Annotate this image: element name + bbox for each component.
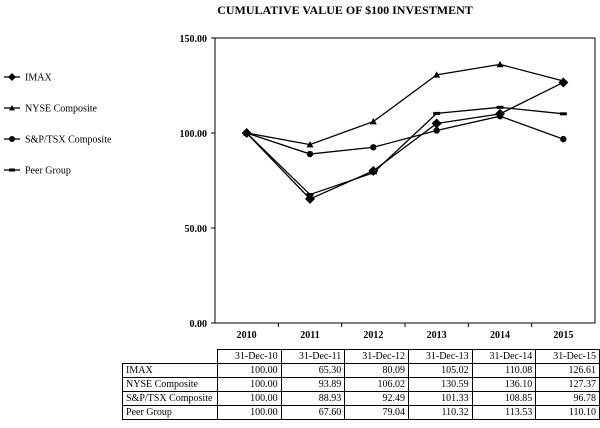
- data-table: 31-Dec-10 31-Dec-11 31-Dec-12 31-Dec-13 31-D…: [122, 349, 600, 420]
- table-row-label: IMAX: [122, 363, 218, 378]
- chart-title: CUMULATIVE VALUE OF $100 INVESTMENT: [217, 3, 473, 17]
- plot-area: [214, 37, 596, 324]
- table-row: S&P/TSX Composite 100.00 88.93 92.49 101.33 1…: [122, 391, 600, 406]
- table-cell: 100.00: [216, 391, 282, 406]
- x-tick-label: 2014: [490, 330, 510, 341]
- table-corner-cell: [122, 349, 218, 364]
- table-cell: 127.37: [535, 377, 600, 392]
- x-tick-label: 2012: [363, 330, 383, 341]
- y-axis: 0.00 50.00 100.00 150.00: [180, 34, 215, 330]
- table-row: Peer Group 100.00 67.60 79.04 110.32 113.53 11…: [122, 405, 600, 420]
- data-point-s-p-tsx-composite: [370, 144, 377, 151]
- table-cell: 136.10: [471, 377, 537, 392]
- data-point-imax: [431, 118, 442, 129]
- table-cell: 110.32: [407, 405, 473, 420]
- x-tick-label: 2010: [237, 330, 257, 341]
- table-cell: 105.02: [407, 363, 473, 378]
- table-column-header: 31-Dec-14: [471, 349, 537, 364]
- data-point-s-p-tsx-composite: [306, 150, 314, 158]
- line-chart: CUMULATIVE VALUE OF $100 INVESTMENT 0.00…: [4, 3, 596, 341]
- y-tick-label: 0.00: [190, 319, 208, 330]
- data-point-peer-group: [433, 111, 441, 115]
- series-line-imax: [246, 81, 564, 200]
- legend-marker: [9, 136, 15, 142]
- table-cell: 79.04: [344, 405, 409, 420]
- y-tick-label: 100.00: [180, 129, 208, 140]
- data-point-imax: [305, 193, 315, 204]
- table-cell: 65.30: [280, 363, 346, 378]
- data-point-nyse-composite: [433, 71, 441, 78]
- table-column-header: 31-Dec-11: [280, 349, 346, 364]
- table-header-row: 31-Dec-10 31-Dec-11 31-Dec-12 31-Dec-13 31-D…: [122, 349, 600, 364]
- x-tick-label: 2015: [553, 330, 573, 341]
- data-point-s-p-tsx-composite: [496, 112, 504, 120]
- table-column-header: 31-Dec-15: [535, 349, 600, 364]
- table-column-header: 31-Dec-12: [344, 349, 409, 364]
- legend-label: IMAX: [25, 73, 52, 84]
- data-point-nyse-composite: [369, 118, 377, 125]
- series-peer-group: [243, 105, 567, 197]
- legend-label: Peer Group: [25, 166, 71, 177]
- series-layer: [241, 60, 569, 204]
- legend-label: NYSE Composite: [25, 104, 98, 115]
- legend-item-s-p-tsx-composite: S&P/TSX Composite: [4, 135, 112, 146]
- table-cell: 80.09: [344, 363, 409, 378]
- data-point-s-p-tsx-composite: [433, 127, 440, 134]
- table-cell: 67.60: [280, 405, 346, 420]
- table-row: NYSE Composite 100.00 93.89 106.02 130.59 136…: [122, 377, 600, 392]
- table-cell: 93.89: [280, 377, 346, 392]
- series-line-s-p-tsx-composite: [246, 115, 564, 155]
- table-cell: 108.85: [471, 391, 537, 406]
- table-cell: 100.00: [216, 363, 282, 378]
- legend: IMAX NYSE Composite S&P/TSX Composite Peer …: [4, 73, 112, 177]
- x-tick-label: 2013: [427, 330, 447, 341]
- x-axis: 2010 2011 2012 2013 2014 2015: [237, 323, 573, 341]
- table-column-header: 31-Dec-10: [216, 349, 282, 364]
- legend-item-imax: IMAX: [4, 73, 52, 84]
- data-point-s-p-tsx-composite: [560, 135, 567, 143]
- data-point-peer-group: [243, 131, 251, 135]
- legend-marker: [9, 168, 15, 172]
- table-cell: 92.49: [344, 391, 409, 406]
- series-line-peer-group: [246, 106, 564, 196]
- data-point-peer-group: [306, 193, 314, 197]
- legend-marker: [9, 105, 15, 111]
- legend-item-peer-group: Peer Group: [4, 166, 71, 177]
- data-point-nyse-composite: [559, 77, 567, 84]
- table-cell: 100.00: [216, 405, 282, 420]
- table-cell: 106.02: [344, 377, 409, 392]
- table-cell: 130.59: [407, 377, 473, 392]
- table-cell: 113.53: [471, 405, 537, 420]
- table-cell: 101.33: [407, 391, 473, 406]
- x-tick-label: 2011: [300, 330, 319, 341]
- table-cell: 100.00: [216, 377, 282, 392]
- data-point-nyse-composite: [496, 60, 504, 68]
- table-cell: 110.10: [535, 405, 600, 420]
- table-row-label: S&P/TSX Composite: [122, 391, 218, 406]
- y-tick-label: 150.00: [180, 34, 208, 45]
- series-s-p-tsx-composite: [243, 112, 567, 158]
- table-column-header: 31-Dec-13: [407, 349, 473, 364]
- legend-label: S&P/TSX Composite: [25, 135, 112, 146]
- legend-marker: [8, 73, 16, 81]
- table-cell: 96.78: [535, 391, 600, 406]
- table-cell: 88.93: [280, 391, 346, 406]
- table-cell: 126.61: [535, 363, 600, 378]
- data-point-peer-group: [369, 171, 377, 175]
- data-point-peer-group: [559, 112, 567, 116]
- series-line-nyse-composite: [246, 63, 564, 146]
- legend-item-nyse-composite: NYSE Composite: [4, 104, 98, 115]
- data-point-peer-group: [496, 105, 504, 109]
- table-cell: 110.08: [471, 363, 537, 378]
- series-nyse-composite: [243, 60, 567, 148]
- y-tick-label: 50.00: [185, 224, 208, 235]
- table-row-label: NYSE Composite: [122, 377, 218, 392]
- table-row-label: Peer Group: [122, 405, 218, 420]
- data-point-nyse-composite: [306, 141, 314, 148]
- table-row: IMAX 100.00 65.30 80.09 105.02 110.08 126.61: [122, 363, 600, 378]
